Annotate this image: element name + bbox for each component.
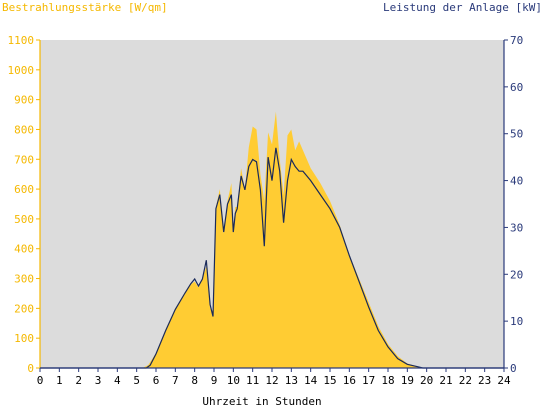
- y-right-tick-label: 60: [510, 81, 523, 94]
- x-tick-label: 21: [439, 374, 452, 387]
- x-tick-label: 12: [265, 374, 278, 387]
- x-tick-label: 18: [381, 374, 394, 387]
- irradiance-area: [40, 111, 504, 368]
- x-tick-label: 13: [285, 374, 298, 387]
- x-tick-label: 17: [362, 374, 375, 387]
- x-axis-title: Uhrzeit in Stunden: [202, 395, 321, 408]
- x-tick-label: 7: [172, 374, 179, 387]
- x-tick-label: 20: [420, 374, 433, 387]
- y-left-tick-label: 700: [14, 153, 34, 166]
- x-tick-label: 15: [323, 374, 336, 387]
- x-tick-label: 16: [343, 374, 356, 387]
- x-tick-label: 6: [153, 374, 160, 387]
- y-right-tick-label: 70: [510, 34, 523, 47]
- y-right-tick-label: 50: [510, 128, 523, 141]
- y-left-tick-label: 400: [14, 243, 34, 256]
- x-tick-label: 19: [401, 374, 414, 387]
- y-left-tick-label: 300: [14, 273, 34, 286]
- y-right-tick-label: 10: [510, 315, 523, 328]
- y-right-tick-label: 0: [510, 362, 517, 375]
- x-tick-label: 11: [246, 374, 259, 387]
- x-tick-label: 4: [114, 374, 121, 387]
- y-right-tick-label: 40: [510, 175, 523, 188]
- x-tick-label: 2: [75, 374, 82, 387]
- y-left-tick-label: 1000: [8, 64, 35, 77]
- left-axis-title: Bestrahlungsstärke [W/qm]: [2, 1, 168, 14]
- power-line: [40, 147, 504, 369]
- y-left-tick-label: 1100: [8, 34, 35, 47]
- y-left-tick-label: 0: [27, 362, 34, 375]
- y-left-tick-label: 500: [14, 213, 34, 226]
- right-axis-title: Leistung der Anlage [kW]: [383, 1, 542, 14]
- x-tick-label: 5: [133, 374, 140, 387]
- x-tick-label: 14: [304, 374, 318, 387]
- x-tick-label: 24: [497, 374, 511, 387]
- x-tick-label: 9: [211, 374, 218, 387]
- x-tick-label: 3: [95, 374, 102, 387]
- x-tick-label: 8: [191, 374, 198, 387]
- x-tick-label: 1: [56, 374, 63, 387]
- y-right-tick-label: 20: [510, 268, 523, 281]
- x-tick-label: 23: [478, 374, 491, 387]
- y-left-tick-label: 100: [14, 332, 34, 345]
- y-right-tick-label: 30: [510, 221, 523, 234]
- x-tick-label: 22: [459, 374, 472, 387]
- x-tick-label: 10: [227, 374, 240, 387]
- x-tick-label: 0: [37, 374, 44, 387]
- y-left-tick-label: 800: [14, 123, 34, 136]
- y-left-tick-label: 200: [14, 302, 34, 315]
- y-left-tick-label: 900: [14, 94, 34, 107]
- y-left-tick-label: 600: [14, 183, 34, 196]
